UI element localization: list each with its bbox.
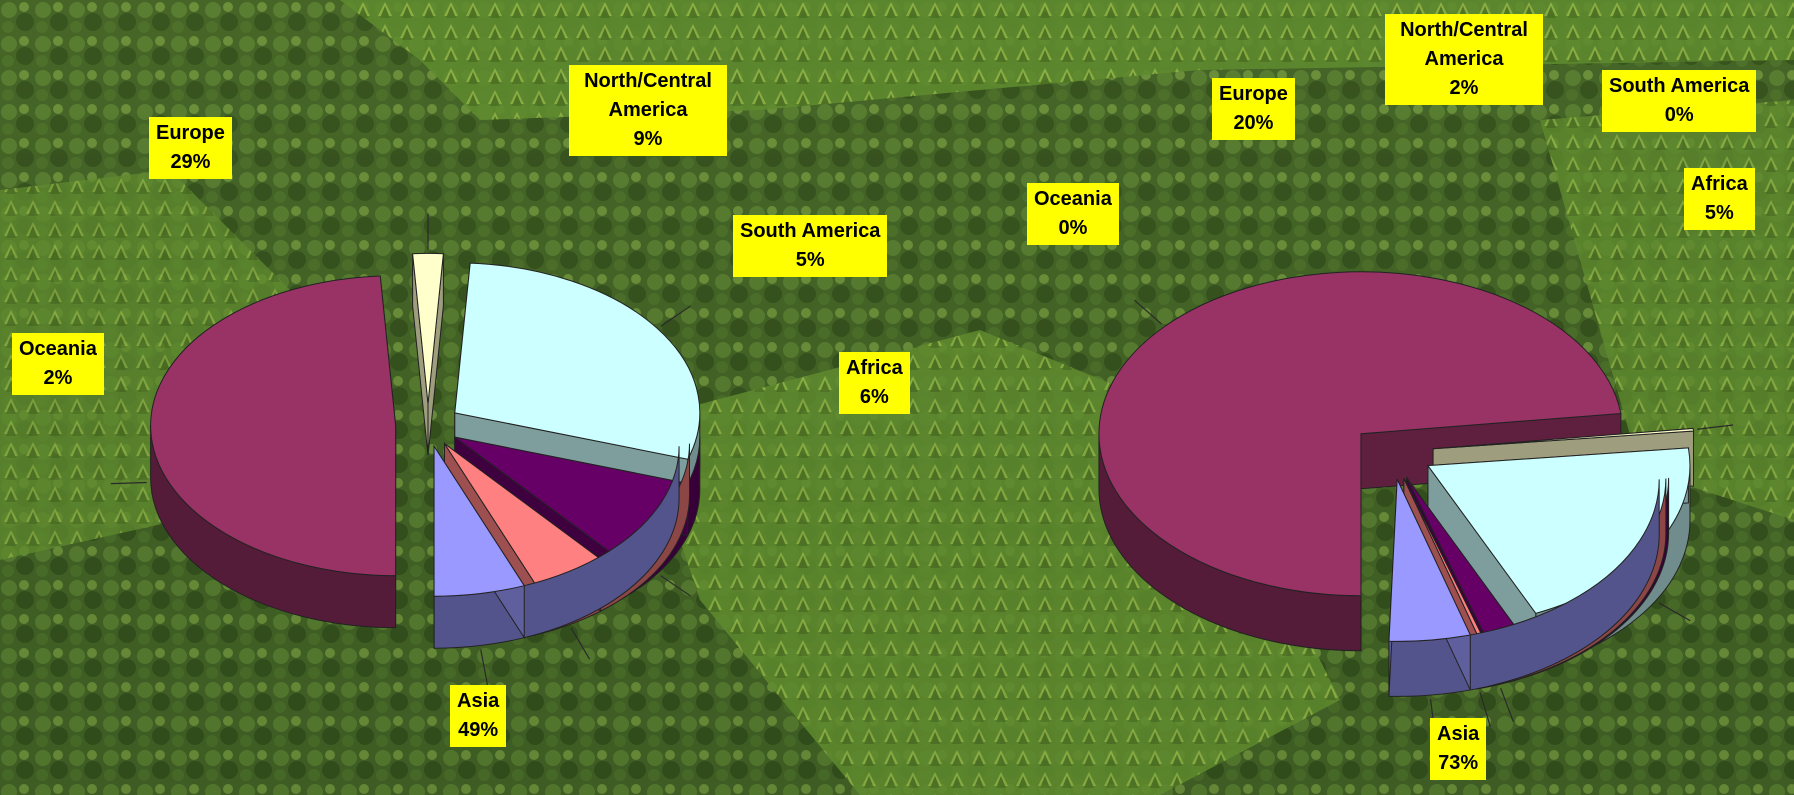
label-pct: 2% [1449, 77, 1479, 99]
label-pct: 6% [859, 386, 889, 408]
label-name: Europe [1219, 83, 1288, 105]
label-pct: 73% [1438, 752, 1479, 774]
label-pct: 2% [43, 367, 73, 389]
label-chart1-north-central-america: North/Central America 9% [569, 65, 727, 156]
slice-asia [150, 275, 397, 629]
leader-1-europe [660, 305, 691, 327]
label-pct: 0% [1058, 217, 1088, 239]
label-chart2-oceania: Oceania 0% [1027, 183, 1119, 245]
label-pct: 0% [1664, 104, 1694, 126]
label-pct: 49% [458, 719, 499, 741]
label-name: Africa [1691, 173, 1748, 195]
label-chart2-north-central-america: North/Central America 2% [1385, 14, 1543, 105]
label-pct: 20% [1233, 112, 1274, 134]
slice-oceania [412, 252, 444, 456]
label-name: Africa [846, 357, 903, 379]
label-pct: 29% [170, 151, 211, 173]
leader-2-north-central-america [1500, 687, 1514, 722]
label-name: Europe [156, 122, 225, 144]
label-chart2-asia: Asia 73% [1430, 718, 1487, 780]
leader-2-south-america [1479, 692, 1491, 728]
label-name: South America [740, 220, 881, 242]
pie-chart-2 [1098, 271, 1695, 697]
leader-1-asia [110, 481, 147, 485]
leader-1-africa [480, 649, 489, 685]
leader-2-asia [1134, 299, 1162, 325]
label-chart1-africa: Africa 6% [839, 352, 910, 414]
leader-lines [110, 213, 1734, 735]
pie-charts [150, 252, 1695, 697]
label-chart1-south-america: South America 5% [733, 215, 888, 277]
label-pct: 5% [795, 249, 825, 271]
label-chart2-africa: Africa 5% [1684, 168, 1755, 230]
slice-africa [1388, 479, 1660, 697]
label-name: Oceania [1034, 188, 1112, 210]
label-name: Asia [457, 690, 500, 712]
label-pct: 5% [1704, 202, 1734, 224]
label-chart2-south-america: South America 0% [1602, 70, 1757, 132]
label-name: South America [1609, 75, 1750, 97]
slice-africa [433, 444, 680, 649]
label-name: Oceania [19, 338, 97, 360]
leader-2-europe [1658, 602, 1691, 622]
label-chart1-oceania: Oceania 2% [12, 333, 104, 395]
label-pct: 9% [633, 128, 663, 150]
label-chart1-europe: Europe 29% [149, 117, 232, 179]
label-name: North/Central America [1400, 19, 1528, 70]
label-name: North/Central America [584, 70, 712, 121]
pie-chart-1 [150, 252, 701, 649]
leader-2-oceania [1697, 424, 1734, 430]
label-chart2-europe: Europe 20% [1212, 78, 1295, 140]
leader-1-north-central-america [660, 575, 691, 597]
label-chart1-asia: Asia 49% [450, 685, 507, 747]
leader-1-south-america [570, 627, 591, 660]
label-name: Asia [1437, 723, 1480, 745]
